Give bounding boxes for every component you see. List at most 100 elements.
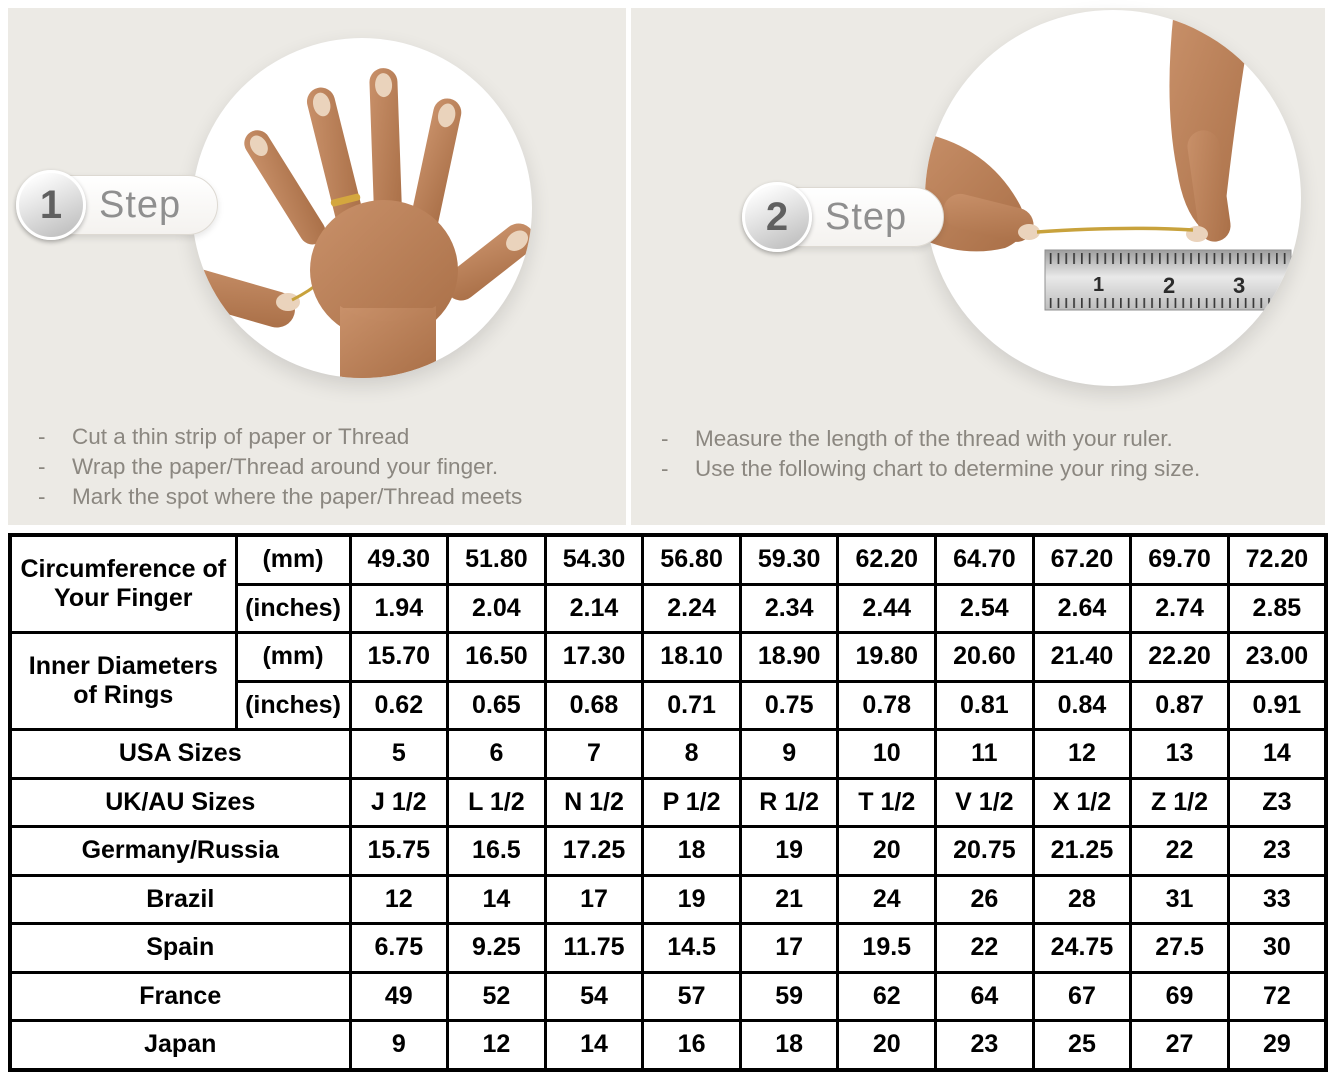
- instruction-text: Cut a thin strip of paper or Thread: [72, 424, 410, 449]
- table-cell: 20: [836, 825, 938, 877]
- table-cell: (inches): [234, 582, 352, 634]
- table-cell: 15.70: [348, 631, 450, 683]
- helper-hand: [192, 255, 300, 371]
- table-row: (inches) 1.94 2.04 2.14 2.24 2.34 2.44 2.54 2.64…: [10, 582, 1328, 634]
- bullet-dash: -: [661, 456, 669, 481]
- table-cell: 19.5: [836, 922, 938, 974]
- table-cell: 2.44: [836, 582, 938, 634]
- table-cell: 12: [1031, 728, 1133, 780]
- table-cell: 69.70: [1129, 533, 1230, 586]
- table-cell: 9.25: [446, 922, 547, 974]
- instruction-text: Mark the spot where the paper/Thread mee…: [72, 484, 523, 509]
- table-cell: 0.65: [446, 679, 547, 731]
- table-cell: 2.64: [1031, 582, 1133, 634]
- table-cell: 1.94: [348, 582, 450, 634]
- step2-photo-ruler: 1 2 3: [925, 10, 1301, 386]
- table-cell: 2.54: [934, 582, 1035, 634]
- table-row: Brazil 12 14 17 19 21 24 26 28 31 33: [8, 873, 1328, 925]
- bullet-dash: -: [38, 484, 46, 509]
- table-cell: 0.68: [543, 679, 645, 731]
- table-row: Japan 9 12 14 16 18 20 23 25 27 29: [8, 1019, 1328, 1071]
- step2-number-circle: 2: [742, 182, 812, 252]
- table-cell: 72.20: [1226, 533, 1328, 586]
- table-cell: 7: [543, 728, 645, 780]
- table-row: Germany/Russia 15.75 16.5 17.25 18 19 20 20.75 2…: [8, 825, 1328, 877]
- table-cell: 69: [1129, 970, 1230, 1022]
- table-cell: 9: [348, 1019, 450, 1071]
- table-cell: 54.30: [543, 533, 645, 586]
- table-cell: 62: [836, 970, 938, 1022]
- table-cell: (mm): [234, 631, 352, 683]
- bullet-dash: -: [38, 454, 46, 479]
- table-cell: Brazil: [8, 873, 352, 925]
- right-hand: [1169, 10, 1254, 242]
- table-cell: 25: [1031, 1019, 1133, 1071]
- table-cell: 17.30: [543, 631, 645, 683]
- table-cell: 26: [934, 873, 1035, 925]
- table-cell: 16: [641, 1019, 742, 1071]
- table-cell: (inches): [234, 679, 352, 731]
- table-cell: 18.10: [641, 631, 742, 683]
- table-cell: 16.50: [446, 631, 547, 683]
- table-cell: 0.91: [1226, 679, 1328, 731]
- table-cell: 11: [934, 728, 1035, 780]
- table-row: France 49 52 54 57 59 62 64 67 69 72: [8, 970, 1328, 1022]
- table-cell: 5: [348, 728, 450, 780]
- table-cell: 2.34: [738, 582, 840, 634]
- table-cell: 9: [738, 728, 840, 780]
- table-row: Spain 6.75 9.25 11.75 14.5 17 19.5 22 24.75 27.5 3…: [8, 922, 1328, 974]
- table-cell: 28: [1031, 873, 1133, 925]
- step-label: Step: [825, 195, 908, 238]
- table-cell: 6: [446, 728, 547, 780]
- size-table-body: Circumference of Your Finger (mm) 49.30 51.…: [8, 533, 1328, 1071]
- table-cell: 14: [543, 1019, 645, 1071]
- table-cell: 22.20: [1129, 631, 1230, 683]
- table-cell: 23.00: [1226, 631, 1328, 683]
- table-cell: 0.62: [348, 679, 450, 731]
- table-cell: 18: [738, 1019, 840, 1071]
- table-cell: 17.25: [543, 825, 645, 877]
- bullet-dash: -: [661, 426, 669, 451]
- table-cell: 0.87: [1129, 679, 1230, 731]
- table-cell: 49: [348, 970, 450, 1022]
- table-cell: (mm): [234, 533, 352, 586]
- thread: [1036, 226, 1194, 234]
- table-cell: 23: [934, 1019, 1035, 1071]
- table-cell: 59: [738, 970, 840, 1022]
- left-hand: [925, 133, 1040, 252]
- table-cell: 10: [836, 728, 938, 780]
- table-cell: Circumference of Your Finger: [8, 533, 238, 634]
- ruler-mark-3: 3: [1233, 273, 1245, 298]
- table-cell: X 1/2: [1031, 776, 1133, 828]
- ruler-mark-1: 1: [1093, 274, 1104, 296]
- table-cell: N 1/2: [543, 776, 645, 828]
- table-cell: 15.75: [348, 825, 450, 877]
- table-cell: 57: [641, 970, 742, 1022]
- table-cell: 13: [1129, 728, 1230, 780]
- table-cell: 14: [446, 873, 547, 925]
- table-cell: 24: [836, 873, 938, 925]
- step2-instructions: - Measure the length of the thread with y…: [655, 424, 1200, 484]
- table-cell: 56.80: [641, 533, 742, 586]
- table-cell: 2.85: [1226, 582, 1328, 634]
- table-cell: Z 1/2: [1129, 776, 1230, 828]
- ruler: 1 2 3: [1044, 249, 1292, 311]
- table-cell: 51.80: [446, 533, 547, 586]
- instruction-text: Wrap the paper/Thread around your finger…: [72, 454, 499, 479]
- table-cell: 2.14: [543, 582, 645, 634]
- bullet-dash: -: [38, 424, 46, 449]
- table-cell: 54: [543, 970, 645, 1022]
- step-number: 2: [765, 194, 789, 239]
- table-cell: 0.75: [738, 679, 840, 731]
- table-cell: 16.5: [446, 825, 547, 877]
- table-cell: 0.78: [836, 679, 938, 731]
- table-cell: 59.30: [738, 533, 840, 586]
- table-cell: 30: [1226, 922, 1328, 974]
- hand-with-ring-illustration: [192, 68, 532, 378]
- table-cell: 14: [1226, 728, 1328, 780]
- table-cell: 0.84: [1031, 679, 1133, 731]
- measuring-thread-illustration: 1 2 3: [925, 10, 1292, 311]
- table-cell: 12: [446, 1019, 547, 1071]
- table-cell: 64: [934, 970, 1035, 1022]
- table-cell: 21.40: [1031, 631, 1133, 683]
